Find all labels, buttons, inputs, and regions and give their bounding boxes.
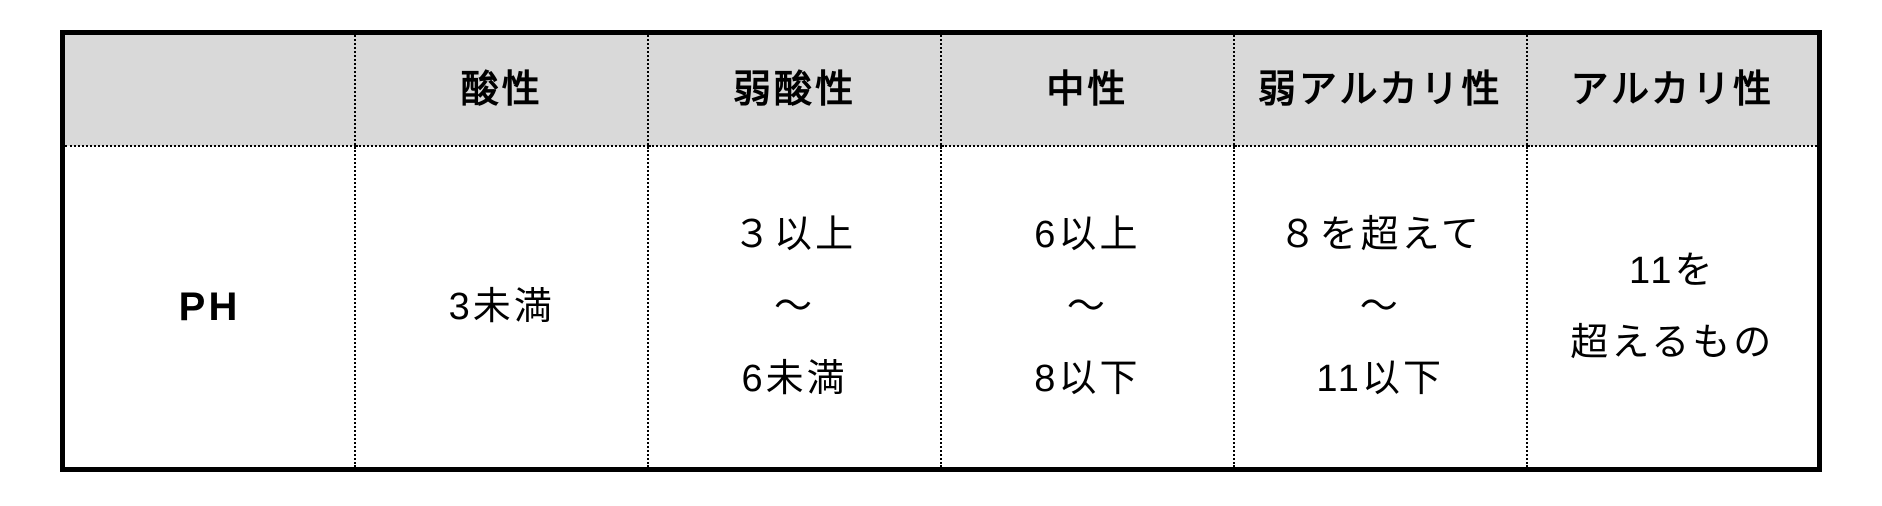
cell-line: 6未満 bbox=[659, 343, 930, 415]
ph-table: 酸性 弱酸性 中性 弱アルカリ性 アルカリ性 PH 3未満 ３以上 〜 6未満 … bbox=[60, 30, 1822, 472]
row-label: PH bbox=[63, 146, 356, 470]
cell-line: 〜 bbox=[952, 271, 1223, 343]
cell-line: ３以上 bbox=[659, 199, 930, 271]
cell-line: 〜 bbox=[1245, 271, 1516, 343]
table-row: PH 3未満 ３以上 〜 6未満 6以上 〜 8以下 ８を超えて 〜 11 bbox=[63, 146, 1820, 470]
col-header-weak-alkaline: 弱アルカリ性 bbox=[1234, 33, 1527, 147]
cell-line: 超えるもの bbox=[1538, 307, 1807, 379]
cell-weak-acidic: ３以上 〜 6未満 bbox=[648, 146, 941, 470]
cell-line: 11以下 bbox=[1245, 343, 1516, 415]
col-header-acidic: 酸性 bbox=[355, 33, 648, 147]
cell-alkaline: 11を 超えるもの bbox=[1527, 146, 1820, 470]
cell-line: 11を bbox=[1538, 235, 1807, 307]
cell-line: ８を超えて bbox=[1245, 199, 1516, 271]
col-header-neutral: 中性 bbox=[941, 33, 1234, 147]
cell-acidic: 3未満 bbox=[355, 146, 648, 470]
col-header-weak-acidic: 弱酸性 bbox=[648, 33, 941, 147]
col-header-alkaline: アルカリ性 bbox=[1527, 33, 1820, 147]
cell-line: 6以上 bbox=[952, 199, 1223, 271]
cell-neutral: 6以上 〜 8以下 bbox=[941, 146, 1234, 470]
table-header-row: 酸性 弱酸性 中性 弱アルカリ性 アルカリ性 bbox=[63, 33, 1820, 147]
cell-line: 8以下 bbox=[952, 343, 1223, 415]
col-header-blank bbox=[63, 33, 356, 147]
cell-weak-alkaline: ８を超えて 〜 11以下 bbox=[1234, 146, 1527, 470]
ph-table-container: 酸性 弱酸性 中性 弱アルカリ性 アルカリ性 PH 3未満 ３以上 〜 6未満 … bbox=[0, 0, 1882, 502]
cell-line: 〜 bbox=[659, 271, 930, 343]
cell-line: 3未満 bbox=[366, 271, 637, 343]
